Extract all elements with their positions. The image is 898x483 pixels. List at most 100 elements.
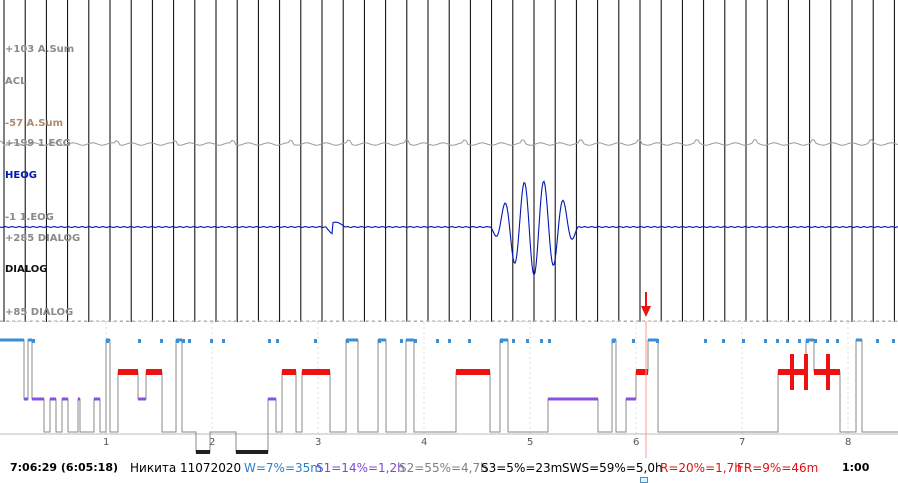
hour-label: 2 (209, 437, 215, 448)
channel-label-acl: ACL (5, 76, 27, 87)
stat-sws: SWS=59%=5,0h (562, 461, 663, 475)
stage-block-rem (636, 369, 648, 375)
stage-block-rem (118, 369, 138, 375)
stage-block-rem (314, 369, 330, 375)
wake-tick (892, 339, 895, 343)
channel-label-asum-bottom: -57 A.Sum (5, 118, 64, 129)
wake-tick (656, 339, 659, 343)
wake-tick (526, 339, 529, 343)
wake-tick (314, 339, 317, 343)
channel-label-heog: HEOG (5, 170, 37, 181)
wake-tick (106, 339, 109, 343)
stage-block-s1 (94, 397, 100, 401)
wake-tick (138, 339, 141, 343)
hypnogram-line (0, 339, 898, 453)
stage-block-wake (378, 338, 386, 342)
cursor-time-readout: 7:06:29 (6:05:18) (10, 461, 119, 474)
wake-tick (160, 339, 163, 343)
hour-label: 1 (103, 437, 109, 448)
hour-label: 8 (845, 437, 851, 448)
wake-tick (806, 339, 809, 343)
stage-block-rem (822, 369, 840, 375)
stage-block-rem (814, 369, 822, 375)
hour-label: 6 (633, 437, 639, 448)
wake-tick (798, 339, 801, 343)
stage-block-wake (500, 338, 508, 342)
rem-spike-marker (790, 354, 794, 390)
stat-fr: FR=9%=46m (737, 461, 819, 475)
wake-tick (814, 339, 817, 343)
hour-label: 7 (739, 437, 745, 448)
wake-tick (268, 339, 271, 343)
wake-tick (722, 339, 725, 343)
stat-s3: S3=5%=23m (481, 461, 563, 475)
wake-tick (346, 339, 349, 343)
channel-label-dialog-top: +285 DIALOG (5, 233, 81, 244)
stage-block-s1 (626, 397, 636, 401)
stage-block-s1 (24, 397, 28, 401)
wake-tick (400, 339, 403, 343)
stage-block-rem (302, 369, 314, 375)
wake-tick (276, 339, 279, 343)
wake-tick (210, 339, 213, 343)
hour-label: 4 (421, 437, 427, 448)
channel-label-dialog: DIALOG (5, 264, 48, 275)
wake-tick (378, 339, 381, 343)
wake-tick (500, 339, 503, 343)
rem-spike-marker (804, 354, 808, 390)
hypnogram-panel[interactable]: 1 2 3 4 5 6 7 8 (0, 322, 898, 458)
wake-tick (826, 339, 829, 343)
signal-panel[interactable] (0, 0, 898, 322)
stage-block-s1 (50, 397, 56, 401)
stage-block-s1 (32, 397, 44, 401)
stage-block-s1 (268, 397, 276, 401)
stage-block-s3 (236, 450, 268, 454)
patient-name: Никита 11072020 (130, 461, 242, 475)
wake-tick (176, 339, 179, 343)
wake-tick (222, 339, 225, 343)
stage-block-wake (28, 338, 32, 342)
channel-label-eog: -1 1.EOG (5, 212, 54, 223)
hour-label: 3 (315, 437, 321, 448)
heog-trace (0, 180, 898, 277)
wake-tick (764, 339, 767, 343)
wake-tick (632, 339, 635, 343)
stat-s2: S2=55%=4,7h (399, 461, 488, 475)
wake-tick (436, 339, 439, 343)
wake-tick (448, 339, 451, 343)
stage-block-wake (648, 338, 658, 342)
stage-block-s1 (62, 397, 68, 401)
ecg-trace (0, 139, 898, 146)
stage-block-s1 (78, 397, 80, 401)
stage-block-rem (472, 369, 490, 375)
wake-tick (836, 339, 839, 343)
hour-label: 5 (527, 437, 533, 448)
wake-tick (776, 339, 779, 343)
stage-block-s3 (196, 450, 210, 454)
stage-block-wake (806, 338, 814, 342)
wake-tick (32, 339, 35, 343)
wake-tick (540, 339, 543, 343)
stage-block-wake (856, 338, 862, 342)
stage-block-rem (778, 369, 792, 375)
stat-wake: W=7%=35m (244, 461, 322, 475)
stage-block-rem (282, 369, 296, 375)
wake-tick (414, 339, 417, 343)
wake-tick (512, 339, 515, 343)
status-bar: 7:06:29 (6:05:18) Никита 11072020 W=7%=3… (0, 458, 898, 478)
stage-block-rem (456, 369, 472, 375)
scroll-handle[interactable] (640, 477, 648, 483)
stat-rem: R=20%=1,7h (660, 461, 742, 475)
wake-tick (548, 339, 551, 343)
channel-label-ecg: +199 1.ECG (5, 138, 71, 149)
channel-label-dialog-bottom: +85 DIALOG (5, 307, 74, 318)
wake-tick (876, 339, 879, 343)
time-cursor-arrow-icon[interactable] (641, 292, 651, 318)
stage-block-s1 (138, 397, 146, 401)
wake-tick (742, 339, 745, 343)
channel-label-asum-top: +103 A.Sum (5, 44, 75, 55)
wake-tick (704, 339, 707, 343)
stage-block-rem (792, 369, 806, 375)
wake-tick (612, 339, 615, 343)
